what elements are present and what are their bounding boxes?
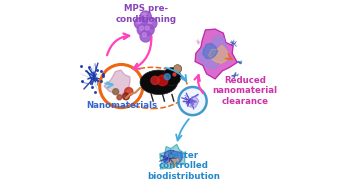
Polygon shape — [104, 70, 130, 95]
Polygon shape — [190, 97, 199, 107]
Polygon shape — [160, 144, 185, 169]
Circle shape — [173, 65, 182, 73]
Text: MPS pre-
conditioning: MPS pre- conditioning — [115, 4, 176, 23]
Circle shape — [142, 13, 146, 17]
Polygon shape — [164, 150, 183, 165]
Circle shape — [164, 74, 170, 80]
Text: Reduced
nanomaterial
clearance: Reduced nanomaterial clearance — [213, 76, 278, 106]
Circle shape — [117, 95, 122, 100]
Circle shape — [134, 18, 146, 29]
Text: Better
controlled
biodistribution: Better controlled biodistribution — [147, 151, 220, 181]
Polygon shape — [195, 29, 237, 79]
Circle shape — [137, 19, 141, 24]
Circle shape — [157, 75, 168, 86]
Text: Nanomaterials: Nanomaterials — [86, 101, 157, 110]
Circle shape — [142, 33, 146, 37]
Polygon shape — [168, 154, 178, 167]
Circle shape — [140, 31, 151, 42]
Circle shape — [140, 26, 144, 30]
Polygon shape — [203, 44, 218, 58]
Circle shape — [143, 24, 154, 35]
Circle shape — [100, 64, 143, 108]
Ellipse shape — [140, 70, 177, 94]
Circle shape — [146, 18, 157, 29]
Circle shape — [163, 68, 181, 86]
Circle shape — [113, 89, 119, 95]
Circle shape — [140, 11, 151, 22]
Circle shape — [151, 76, 159, 84]
Circle shape — [179, 87, 207, 115]
Circle shape — [145, 26, 149, 30]
Circle shape — [137, 24, 148, 35]
Circle shape — [122, 93, 129, 100]
Polygon shape — [198, 35, 229, 68]
Polygon shape — [209, 45, 228, 63]
Circle shape — [148, 19, 152, 24]
Circle shape — [125, 88, 133, 96]
